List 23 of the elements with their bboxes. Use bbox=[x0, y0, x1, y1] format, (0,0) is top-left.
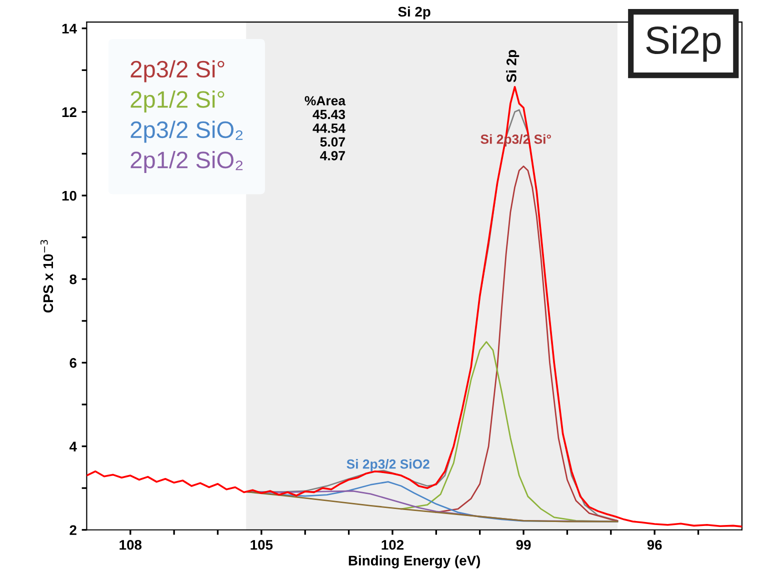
annotation: %Area 45.43 44.54 5.07 4.97 bbox=[304, 96, 346, 160]
y-tick-label: 12 bbox=[62, 107, 76, 117]
chart-title: Si 2p bbox=[398, 6, 430, 20]
text: 2p1/2 SiO₂ bbox=[130, 151, 243, 174]
y-tick-label: 14 bbox=[62, 24, 77, 34]
y-tick-label: 8 bbox=[70, 274, 77, 284]
text: 2p1/2 Si° bbox=[130, 90, 224, 112]
x-tick-label: 102 bbox=[382, 540, 404, 550]
y-axis-title: CPS x 10$^{−3}$ bbox=[40, 240, 54, 313]
text: 2p3/2 Si° bbox=[130, 60, 224, 82]
x-tick-label: 99 bbox=[516, 540, 531, 550]
text: 2p3/2 SiO₂ bbox=[130, 120, 243, 143]
y-tick-label: 6 bbox=[70, 358, 76, 368]
annotation: Si2p bbox=[646, 25, 721, 62]
annotation: Si 2p bbox=[506, 50, 520, 82]
annotation: Si 2p3/2 SiO2 bbox=[346, 459, 430, 472]
x-tick-label: 96 bbox=[647, 540, 662, 550]
x-tick-label: 105 bbox=[250, 540, 273, 550]
y-tick-label: 10 bbox=[62, 190, 76, 201]
y-tick-label: 4 bbox=[69, 442, 77, 452]
x-tick-label: 108 bbox=[120, 540, 142, 550]
x-axis-title: Binding Energy (eV) bbox=[348, 555, 480, 568]
y-tick-label: 2 bbox=[70, 525, 76, 535]
